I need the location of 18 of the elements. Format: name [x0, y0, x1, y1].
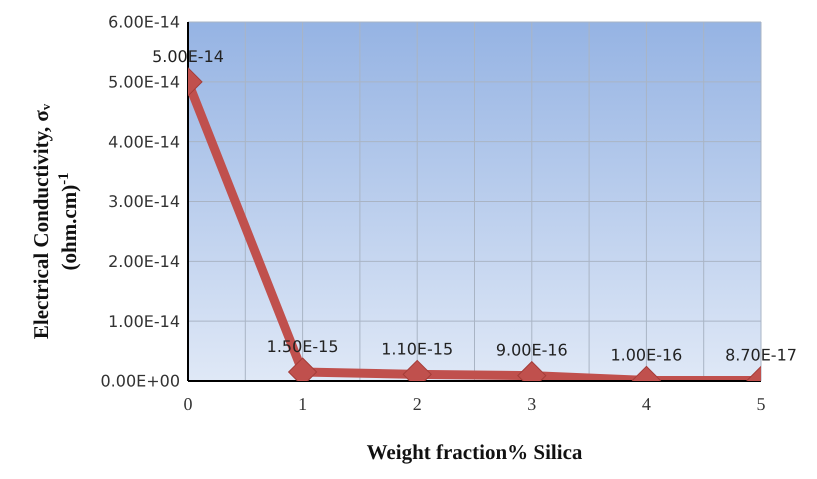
y-tick-label: 6.00E-14: [108, 12, 180, 32]
data-label: 1.00E-16: [610, 345, 682, 364]
data-label: 9.00E-16: [496, 340, 568, 360]
x-tick-label: 2: [412, 394, 422, 414]
data-label: 8.70E-17: [725, 345, 797, 364]
data-label: 1.10E-15: [381, 339, 454, 358]
y-tick-label: 0.00E+00: [100, 372, 180, 391]
y-tick-label: 3.00E-14: [108, 192, 180, 212]
y-tick-label: 2.00E-14: [108, 252, 180, 272]
y-tick-label: 5.00E-14: [108, 72, 180, 92]
x-axis-title: Weight fraction% Silica: [366, 440, 583, 464]
x-tick-label: 5: [756, 394, 766, 414]
x-tick-label: 0: [184, 394, 192, 414]
x-tick-label: 4: [642, 394, 651, 414]
x-tick-label: 1: [298, 394, 308, 414]
y-tick-label: 4.00E-14: [108, 132, 180, 152]
y-tick-label: 1.00E-14: [108, 312, 180, 331]
x-tick-label: 3: [527, 394, 536, 414]
